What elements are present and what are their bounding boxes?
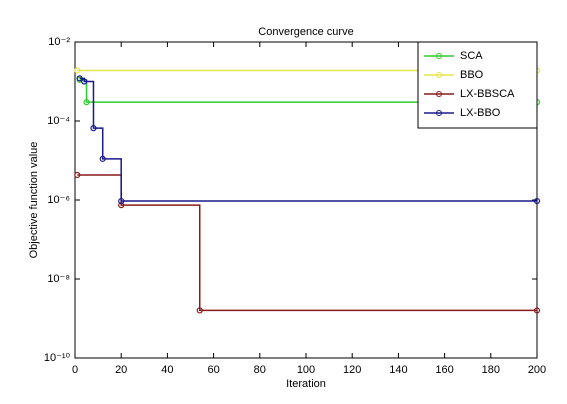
- y-tick-label: 10⁻²: [48, 36, 70, 48]
- y-axis-label: Objective function value: [28, 142, 40, 259]
- x-tick-label: 180: [482, 364, 500, 376]
- y-tick-label: 10⁻⁴: [47, 115, 70, 127]
- point: [99, 155, 106, 162]
- legend-marker: [436, 53, 442, 59]
- legend-marker: [436, 72, 442, 78]
- x-tick-label: 160: [435, 364, 453, 376]
- y-tick-label: 10⁻¹⁰: [44, 352, 71, 364]
- point: [533, 197, 541, 205]
- legend-label: LX-BBO: [460, 107, 501, 119]
- y-tick-label: 10⁻⁸: [47, 273, 70, 285]
- x-tick-label: 40: [161, 364, 173, 376]
- x-tick-label: 20: [115, 364, 127, 376]
- legend: SCA BBO LX-BBSCA LX-BBO: [417, 41, 538, 129]
- point: [533, 307, 541, 314]
- legend-label: LX-BBSCA: [460, 88, 515, 100]
- x-tick-label: 200: [528, 364, 546, 376]
- point: [196, 307, 203, 314]
- point: [81, 78, 88, 85]
- x-tick-label: 60: [207, 364, 219, 376]
- x-axis-label: Iteration: [286, 378, 326, 390]
- x-tick-label: 80: [254, 364, 266, 376]
- x-tick-label: 0: [72, 364, 78, 376]
- point: [118, 202, 125, 209]
- x-tick-label: 100: [297, 364, 315, 376]
- x-tick-label: 120: [343, 364, 361, 376]
- point: [74, 171, 81, 179]
- legend-label: BBO: [460, 69, 484, 81]
- point: [118, 197, 125, 205]
- y-tick-label: 10⁻⁶: [47, 194, 70, 206]
- legend-label: SCA: [460, 50, 483, 62]
- legend-marker: [436, 91, 442, 97]
- point: [83, 99, 90, 106]
- legend-marker: [436, 110, 442, 116]
- point: [76, 75, 83, 82]
- chart-title: Convergence curve: [258, 26, 353, 38]
- point: [90, 125, 97, 132]
- step-line: [79, 77, 537, 202]
- x-tick-label: 140: [389, 364, 407, 376]
- step-line: [77, 174, 537, 312]
- point: [74, 67, 81, 74]
